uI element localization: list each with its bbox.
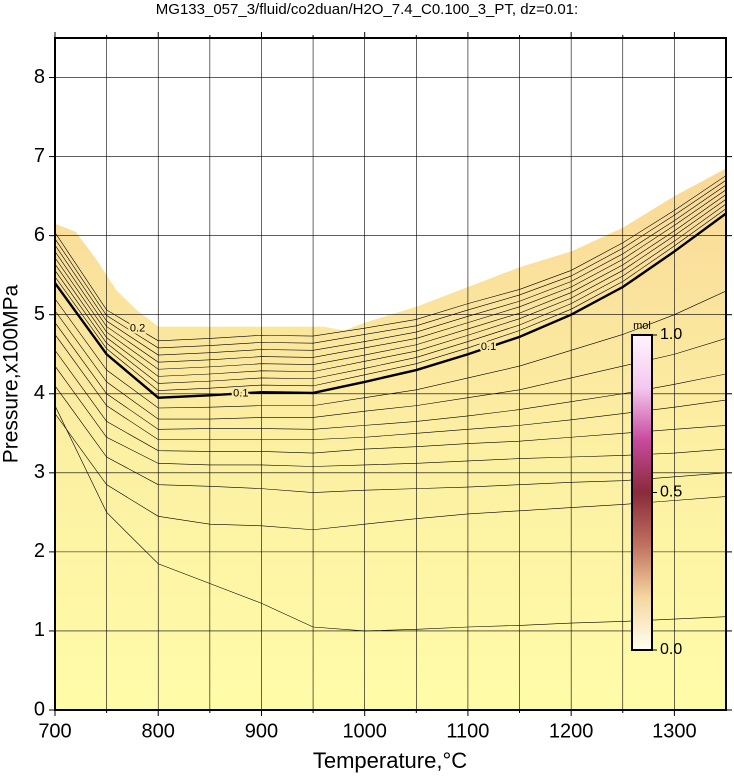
y-tick-label: 1 bbox=[34, 619, 45, 641]
y-tick-label: 5 bbox=[34, 303, 45, 325]
y-axis-label: Pressure,x100MPa bbox=[0, 284, 23, 463]
colorbar bbox=[631, 334, 653, 651]
contour-line bbox=[55, 189, 726, 363]
x-axis-label: Temperature,°C bbox=[313, 748, 467, 773]
y-tick-label: 4 bbox=[34, 382, 45, 404]
y-tick-label: 2 bbox=[34, 540, 45, 562]
contour-line bbox=[55, 405, 726, 632]
y-tick-label: 8 bbox=[34, 66, 45, 88]
y-tick-label: 6 bbox=[34, 224, 45, 246]
contour-line bbox=[55, 413, 726, 531]
y-tick-label: 7 bbox=[34, 145, 45, 167]
contour-line bbox=[55, 180, 726, 349]
contour-line bbox=[55, 194, 726, 370]
colorbar-tick-label: 1.0 bbox=[660, 326, 682, 343]
contour-line bbox=[55, 208, 726, 391]
contour-line bbox=[55, 350, 726, 454]
contour-label: 0.1 bbox=[481, 341, 496, 353]
x-tick-label: 800 bbox=[142, 720, 175, 742]
contour-line bbox=[55, 199, 726, 377]
contour-line bbox=[55, 184, 726, 356]
colorbar-tick-label: 0.5 bbox=[660, 484, 682, 501]
x-tick-label: 700 bbox=[38, 720, 71, 742]
x-tick-label: 900 bbox=[245, 720, 278, 742]
domain-fill bbox=[55, 168, 726, 710]
colorbar-tick-label: 0.0 bbox=[660, 641, 682, 658]
contour-line bbox=[55, 334, 726, 440]
x-tick-label: 1300 bbox=[652, 720, 697, 742]
contour-line-bold bbox=[55, 212, 726, 399]
x-tick-label: 1200 bbox=[549, 720, 594, 742]
plot-area bbox=[55, 38, 726, 710]
contour-label: 0.1 bbox=[233, 387, 248, 399]
colorbar-label: mol bbox=[633, 320, 651, 332]
contour-line bbox=[55, 203, 726, 384]
chart-title: MG133_057_3/fluid/co2duan/H2O_7.4_C0.100… bbox=[156, 1, 578, 18]
y-tick-label: 3 bbox=[34, 461, 45, 483]
contour-line bbox=[55, 290, 726, 409]
contour-line bbox=[55, 310, 726, 420]
contour-line bbox=[55, 365, 726, 467]
contours bbox=[55, 175, 726, 632]
x-tick-label: 1100 bbox=[446, 720, 489, 742]
contour-line bbox=[55, 385, 726, 493]
plot-frame bbox=[54, 37, 727, 711]
x-tick-label: 1000 bbox=[342, 720, 387, 742]
contour-line bbox=[55, 322, 726, 430]
contour-label: 0.2 bbox=[130, 322, 145, 334]
y-tick-label: 0 bbox=[34, 698, 45, 720]
contour-line bbox=[55, 175, 726, 342]
